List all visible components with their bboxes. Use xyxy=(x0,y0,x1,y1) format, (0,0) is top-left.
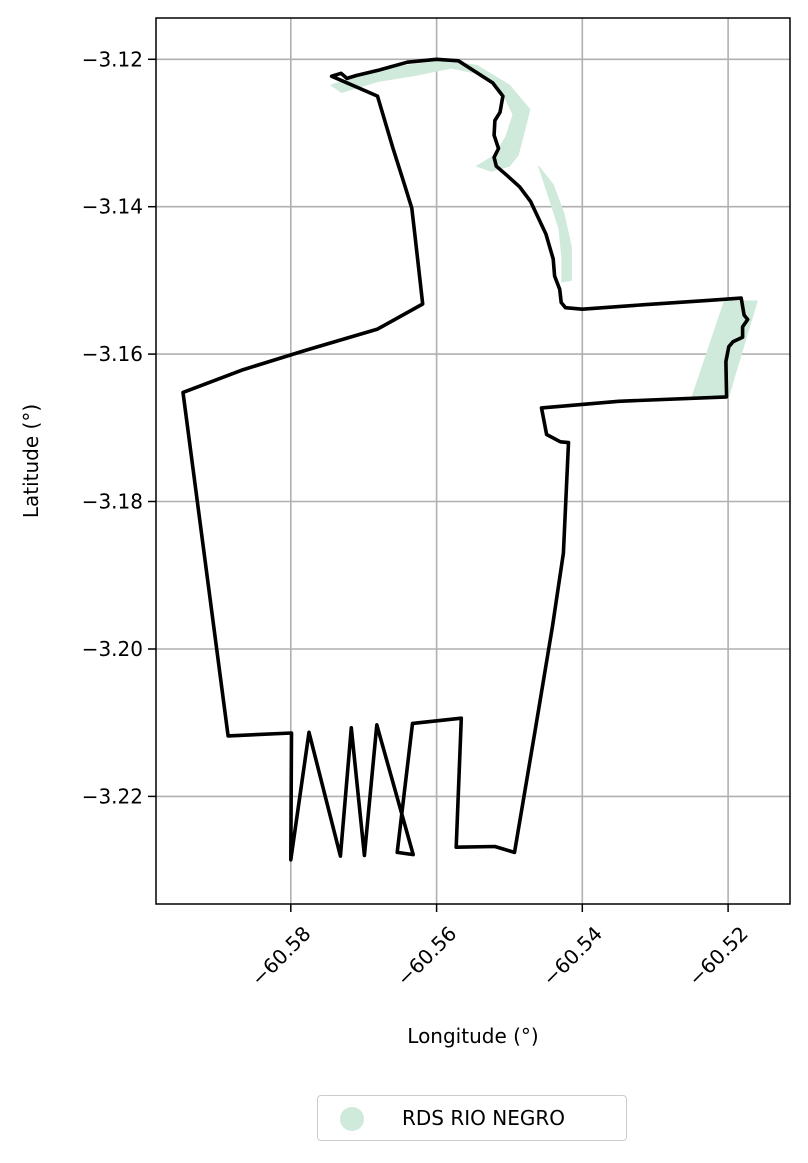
x-tick-label: −60.52 xyxy=(683,921,752,990)
boundary-outline xyxy=(181,57,750,862)
x-tick-label: −60.56 xyxy=(392,921,461,990)
x-axis-title: Longitude (°) xyxy=(407,1024,538,1048)
y-tick-label: −3.20 xyxy=(82,637,143,661)
protected-area-polygon xyxy=(691,300,758,399)
y-tick-label: −3.14 xyxy=(82,195,143,219)
plot-frame xyxy=(155,17,791,905)
legend: RDS RIO NEGRO xyxy=(317,1095,627,1141)
x-tick-label: −60.58 xyxy=(246,921,315,990)
legend-label: RDS RIO NEGRO xyxy=(402,1106,565,1130)
y-axis-title: Latitude (°) xyxy=(19,404,43,518)
protected-area-polygon xyxy=(330,60,531,172)
boundary-layer xyxy=(181,57,750,862)
y-tick-label: −3.16 xyxy=(82,342,143,366)
grid-lines xyxy=(156,18,790,904)
axis-ticks: −60.58 −60.56 −60.54 −60.52 −3.12 −3.14 −3.16 −… xyxy=(82,47,753,990)
legend-swatch xyxy=(340,1107,364,1131)
y-tick-label: −3.18 xyxy=(82,490,143,514)
protected-area-layer xyxy=(330,60,758,399)
x-tick-label: −60.54 xyxy=(538,921,607,990)
y-tick-label: −3.22 xyxy=(82,784,143,808)
protected-area-polygon xyxy=(538,165,572,283)
y-tick-label: −3.12 xyxy=(82,47,143,71)
